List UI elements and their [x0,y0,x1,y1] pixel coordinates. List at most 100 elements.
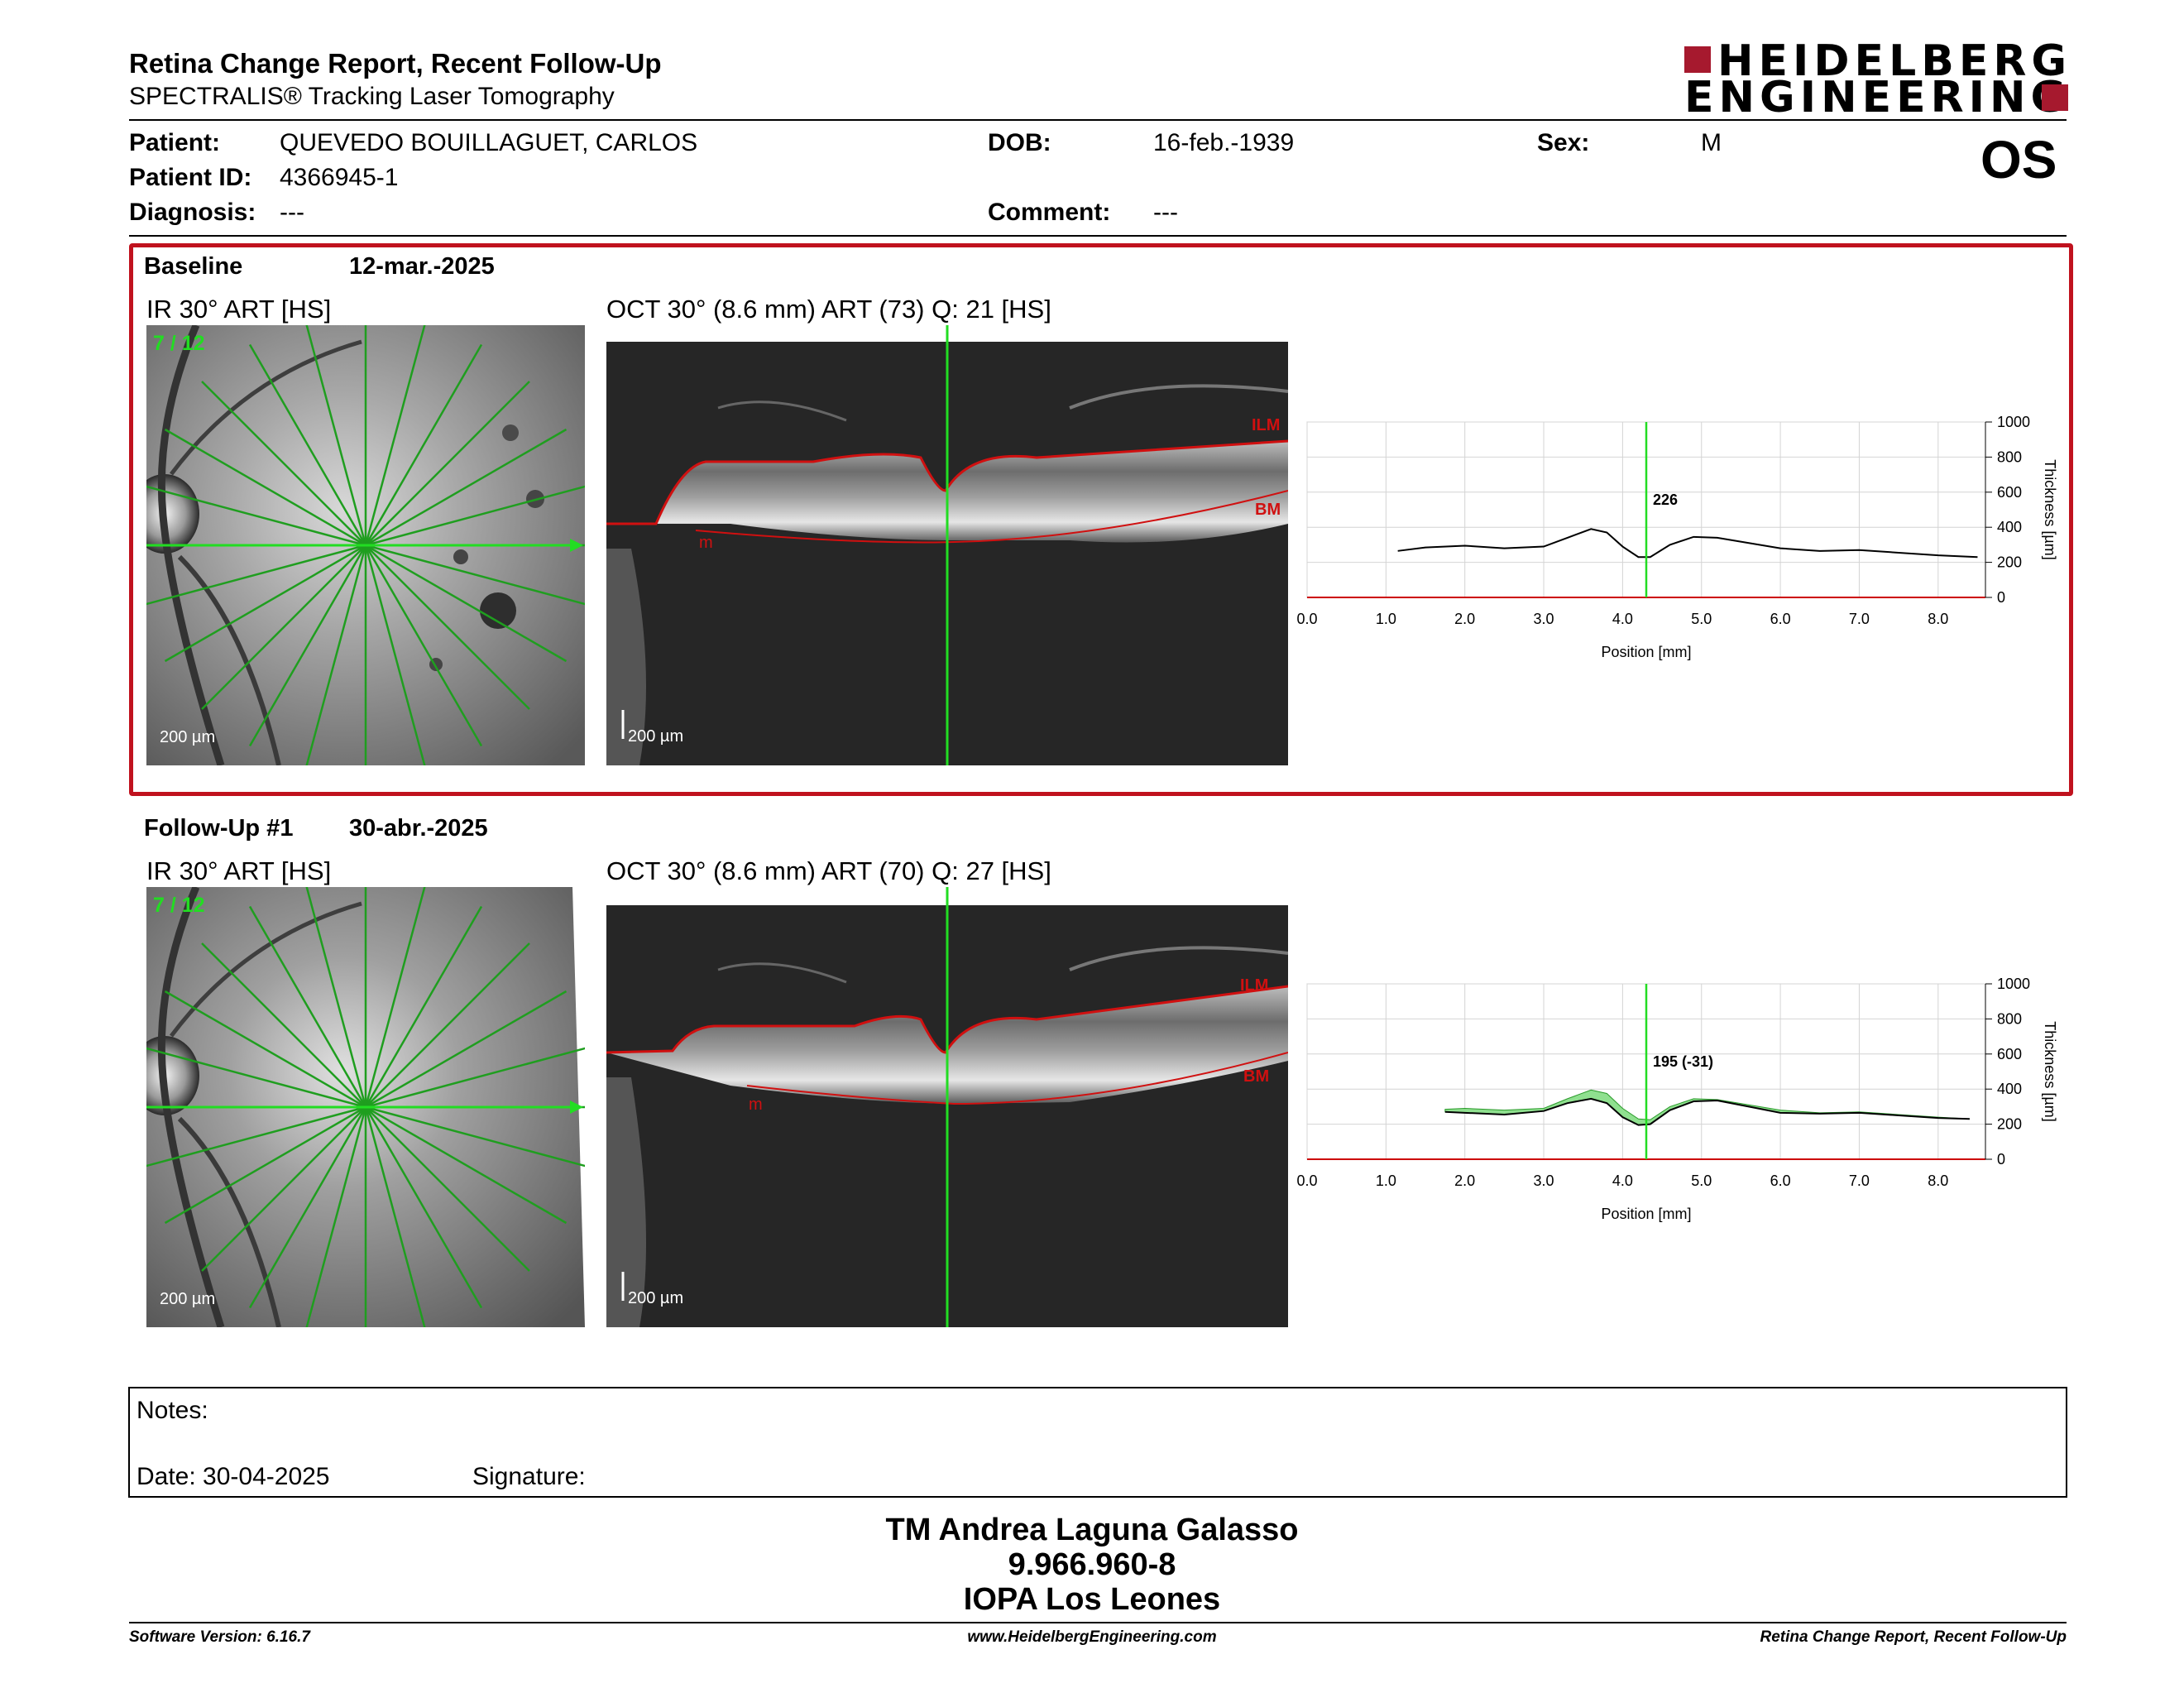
baseline-oct-scale: 200 µm [628,727,684,746]
signer-name: TM Andrea Laguna Galasso [885,1513,1299,1547]
followup-fundus-svg [146,887,585,1327]
chart-cursor-value: 195 (-31) [1653,1053,1713,1070]
chart-x-tick-label: 1.0 [1376,1172,1396,1189]
baseline-ir-scale: 200 µm [160,728,216,746]
baseline-thickness-chart: 0.0 1.0 2.0 3.0 4.0 5.0 6.0 7.0 8.0 0 200 400 600 800… [1296,414,2058,660]
notes-box[interactable]: Notes: Date: 30-04-2025 Signature: [128,1387,2067,1498]
baseline-m-label: m [699,534,713,552]
baseline-ir-image[interactable]: 7 / 12 200 µm [146,325,585,765]
signer-org: IOPA Los Leones [963,1582,1221,1617]
patient-divider [129,235,2067,237]
chart-y-tick-label: 600 [1997,1046,2022,1062]
followup-oct-scale: 200 µm [628,1289,684,1307]
followup-m-label: m [749,1096,763,1114]
notes-signature-label: Signature: [472,1463,586,1490]
notes-date: Date: 30-04-2025 [136,1463,330,1490]
baseline-oct-image[interactable]: ILM BM m 200 µm [606,325,1288,765]
notes-label: Notes: [136,1397,208,1424]
followup-label: Follow-Up #1 [144,815,294,842]
footer-divider [129,1622,2067,1623]
chart-y-tick-label: 0 [1997,1151,2005,1168]
followup-scan-counter: 7 / 12 [153,894,205,917]
chart-y-tick-label: 1000 [1997,414,2030,430]
sex-label: Sex: [1537,129,1590,156]
chart-y-tick-label: 1000 [1997,976,2030,992]
chart-y-tick-label: 0 [1997,589,2005,606]
logo-line-1: HEIDELBERG [1717,36,2072,86]
logo-square-bottom [2042,84,2068,111]
chart-x-tick-label: 5.0 [1691,1172,1712,1189]
baseline-ir-title: IR 30° ART [HS] [146,295,332,324]
patient-label: Patient: [129,129,221,156]
comment-value: --- [1153,199,1178,226]
baseline-selection-box[interactable] [129,243,2073,796]
followup-ir-title: IR 30° ART [HS] [146,856,332,885]
diagnosis-label: Diagnosis: [129,199,256,226]
patient-id-label: Patient ID: [129,164,252,191]
sex-value: M [1701,129,1722,156]
followup-oct-image[interactable]: ILM BM m 200 µm [606,887,1288,1327]
chart-y-tick-label: 600 [1997,484,2022,501]
chart-x-tick-label: 3.0 [1534,1172,1554,1189]
chart-x-tick-label: 2.0 [1454,611,1475,627]
baseline-oct-svg [606,325,1288,765]
chart-x-tick-label: 6.0 [1770,611,1791,627]
chart-y-tick-label: 200 [1997,1116,2022,1133]
chart-x-tick-label: 5.0 [1691,611,1712,627]
chart-x-tick-label: 7.0 [1849,1172,1870,1189]
followup-thickness-chart: 0.0 1.0 2.0 3.0 4.0 5.0 6.0 7.0 8.0 0 200 400 600 800… [1296,976,2058,1222]
chart-x-axis-label: Position [mm] [1601,1206,1691,1222]
followup-date: 30-abr.-2025 [349,815,488,842]
chart-x-tick-label: 7.0 [1849,611,1870,627]
eye-indicator: OS [1980,130,2057,189]
patient-id: 4366945-1 [280,164,399,191]
followup-oct-svg [606,887,1288,1327]
baseline-oct-title: OCT 30° (8.6 mm) ART (73) Q: 21 [HS] [606,295,1051,324]
followup-ir-scale: 200 µm [160,1290,216,1308]
baseline-fundus-svg [146,325,585,765]
header-divider [129,119,2067,121]
chart-x-tick-label: 3.0 [1534,611,1554,627]
website-link[interactable]: www.HeidelbergEngineering.com [967,1628,1217,1646]
chart-y-tick-label: 200 [1997,554,2022,571]
chart-x-tick-label: 6.0 [1770,1172,1791,1189]
chart-x-tick-label: 4.0 [1612,1172,1633,1189]
chart-y-tick-label: 400 [1997,1081,2022,1097]
chart-y-tick-label: 400 [1997,519,2022,535]
chart-cursor-value: 226 [1653,492,1678,508]
chart-x-tick-label: 0.0 [1296,1172,1317,1189]
chart-x-tick-label: 0.0 [1296,611,1317,627]
report-title: Retina Change Report, Recent Follow-Up [129,48,662,79]
dob-label: DOB: [988,129,1051,156]
signer-id: 9.966.960-8 [1008,1547,1176,1582]
chart-y-tick-label: 800 [1997,448,2022,465]
followup-bm-label: BM [1243,1067,1270,1086]
report-subtitle: SPECTRALIS® Tracking Laser Tomography [129,83,615,110]
followup-oct-title: OCT 30° (8.6 mm) ART (70) Q: 27 [HS] [606,856,1051,885]
chart-y-axis-label: Thickness [µm] [2042,1021,2058,1121]
chart-y-tick-label: 800 [1997,1010,2022,1027]
baseline-ilm-label: ILM [1252,416,1281,434]
baseline-bm-label: BM [1255,501,1281,519]
dob-value: 16-feb.-1939 [1153,129,1295,156]
chart-series-line [1397,528,1978,559]
baseline-label: Baseline [144,253,243,280]
software-version: Software Version: 6.16.7 [129,1628,310,1646]
chart-x-tick-label: 8.0 [1928,1172,1948,1189]
followup-ilm-label: ILM [1240,976,1269,995]
chart-x-tick-label: 4.0 [1612,611,1633,627]
footer-report-name: Retina Change Report, Recent Follow-Up [1760,1628,2067,1646]
chart-y-axis-label: Thickness [µm] [2042,459,2058,559]
chart-x-tick-label: 1.0 [1376,611,1396,627]
patient-name: QUEVEDO BOUILLAGUET, CARLOS [280,129,698,156]
logo-line-2: ENGINEERING [1684,73,2071,122]
heidelberg-logo: HEIDELBERG ENGINEERING [1684,36,2072,122]
baseline-scan-counter: 7 / 12 [153,332,205,355]
chart-x-axis-label: Position [mm] [1601,644,1691,660]
followup-ir-image[interactable]: 7 / 12 200 µm [146,887,585,1327]
chart-series-line [1444,1097,1970,1126]
chart-x-tick-label: 2.0 [1454,1172,1475,1189]
comment-label: Comment: [988,199,1111,226]
chart-x-tick-label: 8.0 [1928,611,1948,627]
diagnosis-value: --- [280,199,304,226]
